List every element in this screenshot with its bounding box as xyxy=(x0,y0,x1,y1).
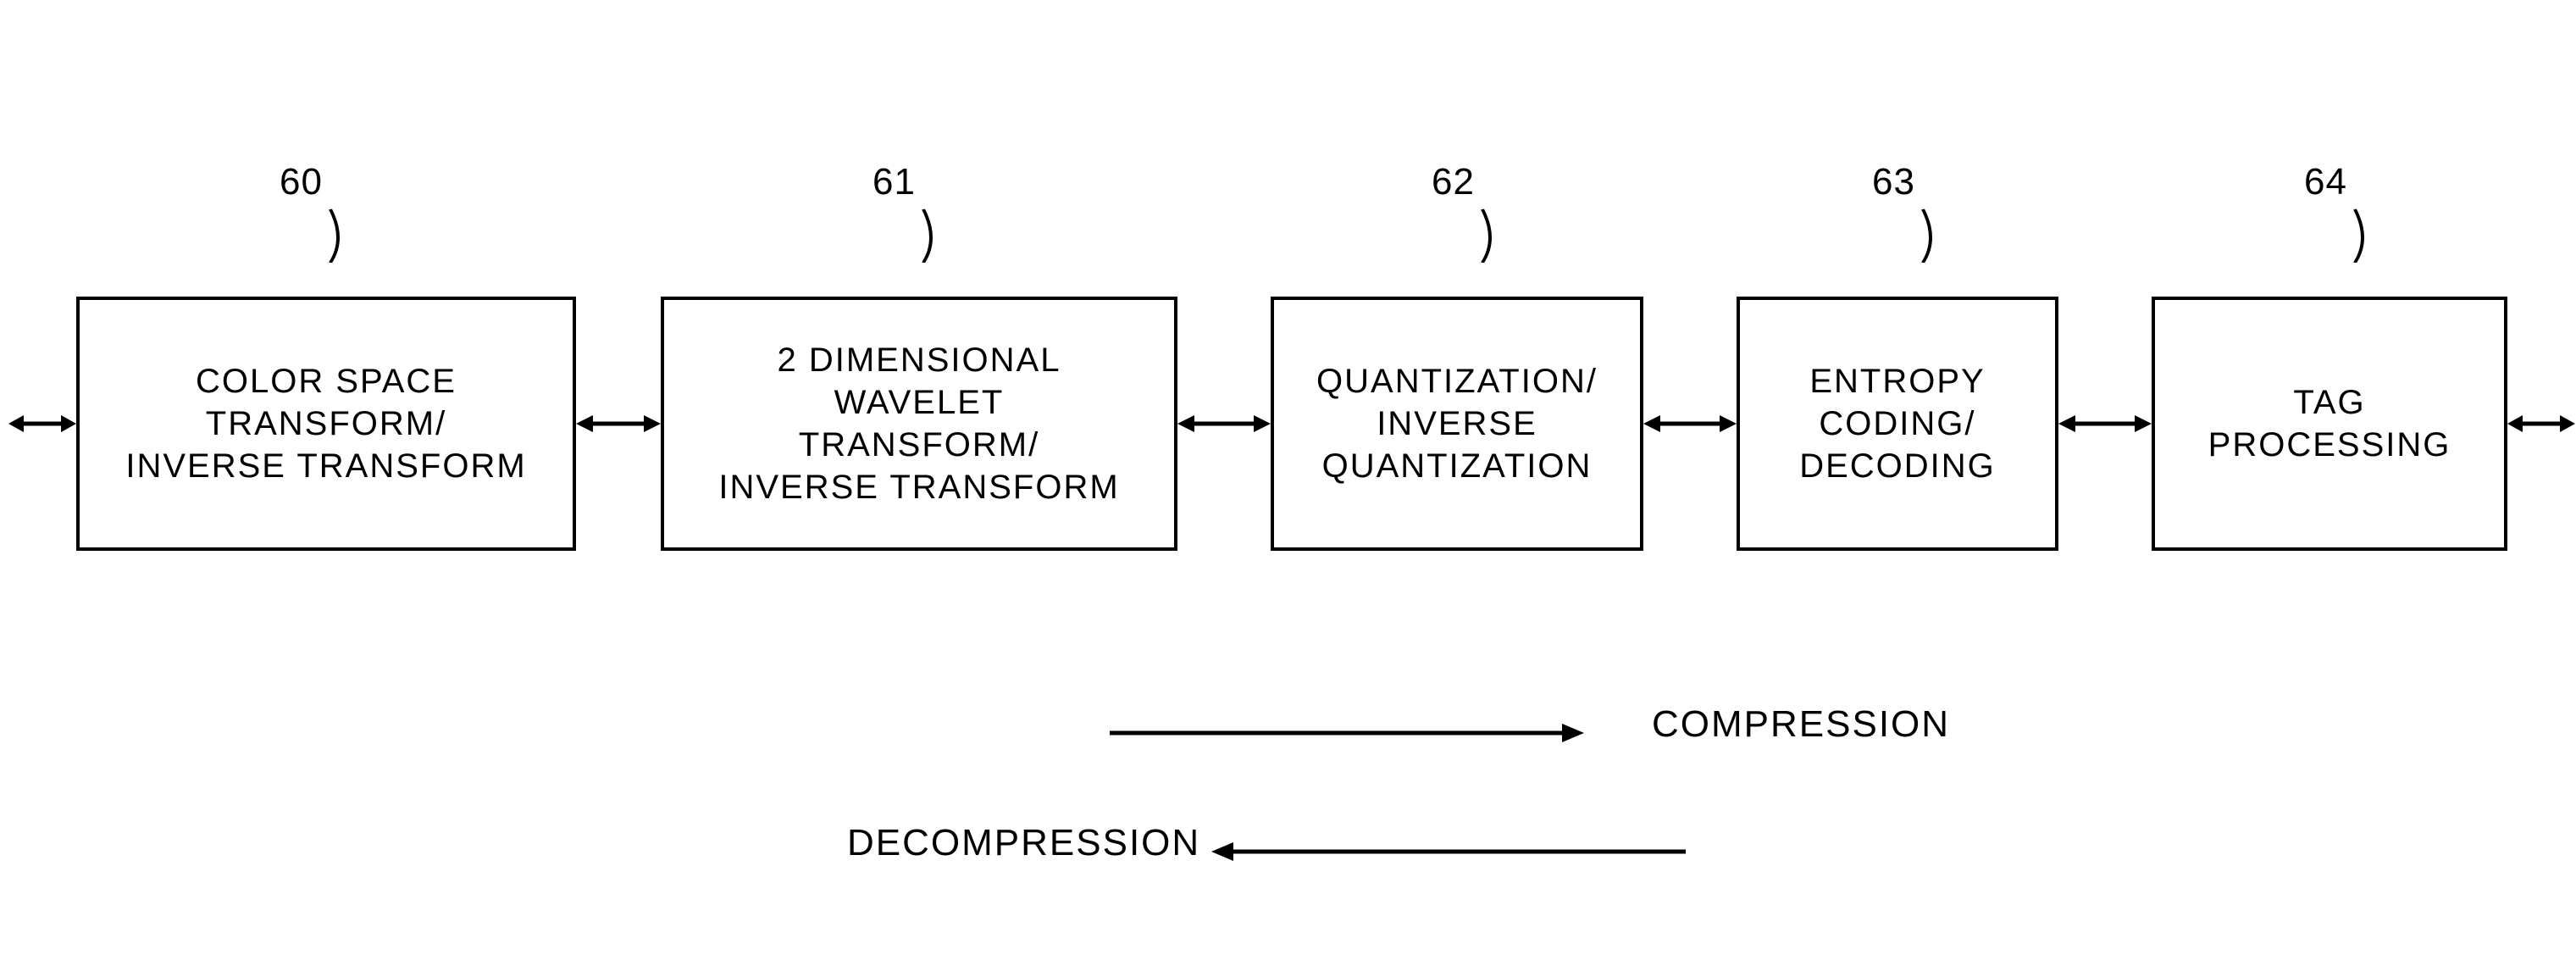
node-num-60: 60 xyxy=(280,161,323,203)
node-num-64: 64 xyxy=(2304,161,2347,203)
tick-63 xyxy=(1914,203,1974,263)
connector-1-2 xyxy=(1177,407,1271,441)
label-compression: COMPRESSION xyxy=(1652,703,1950,746)
connector-3-4 xyxy=(2058,407,2152,441)
node-tag: TAGPROCESSING xyxy=(2152,297,2507,551)
node-num-62: 62 xyxy=(1432,161,1475,203)
tick-60 xyxy=(322,203,381,263)
node-label: COLOR SPACETRANSFORM/INVERSE TRANSFORM xyxy=(125,360,526,487)
arrow-compression xyxy=(1110,720,1584,746)
node-label: 2 DIMENSIONALWAVELETTRANSFORM/INVERSE TR… xyxy=(718,339,1119,508)
node-label: ENTROPYCODING/DECODING xyxy=(1799,360,1996,487)
node-num-63: 63 xyxy=(1872,161,1915,203)
node-entropy: ENTROPYCODING/DECODING xyxy=(1737,297,2058,551)
arrow-decompression xyxy=(1211,839,1686,864)
node-label: TAGPROCESSING xyxy=(2208,381,2451,466)
diagram-canvas: COLOR SPACETRANSFORM/INVERSE TRANSFORM 6… xyxy=(0,0,2576,966)
tick-64 xyxy=(2346,203,2406,263)
node-num-61: 61 xyxy=(873,161,916,203)
node-quantization: QUANTIZATION/INVERSEQUANTIZATION xyxy=(1271,297,1643,551)
node-color-space: COLOR SPACETRANSFORM/INVERSE TRANSFORM xyxy=(76,297,576,551)
connector-2-3 xyxy=(1643,407,1737,441)
tick-62 xyxy=(1474,203,1533,263)
connector-left xyxy=(8,407,76,441)
label-decompression: DECOMPRESSION xyxy=(847,822,1200,864)
node-wavelet: 2 DIMENSIONALWAVELETTRANSFORM/INVERSE TR… xyxy=(661,297,1177,551)
tick-61 xyxy=(915,203,974,263)
node-label: QUANTIZATION/INVERSEQUANTIZATION xyxy=(1316,360,1598,487)
connector-right xyxy=(2507,407,2575,441)
connector-0-1 xyxy=(576,407,661,441)
